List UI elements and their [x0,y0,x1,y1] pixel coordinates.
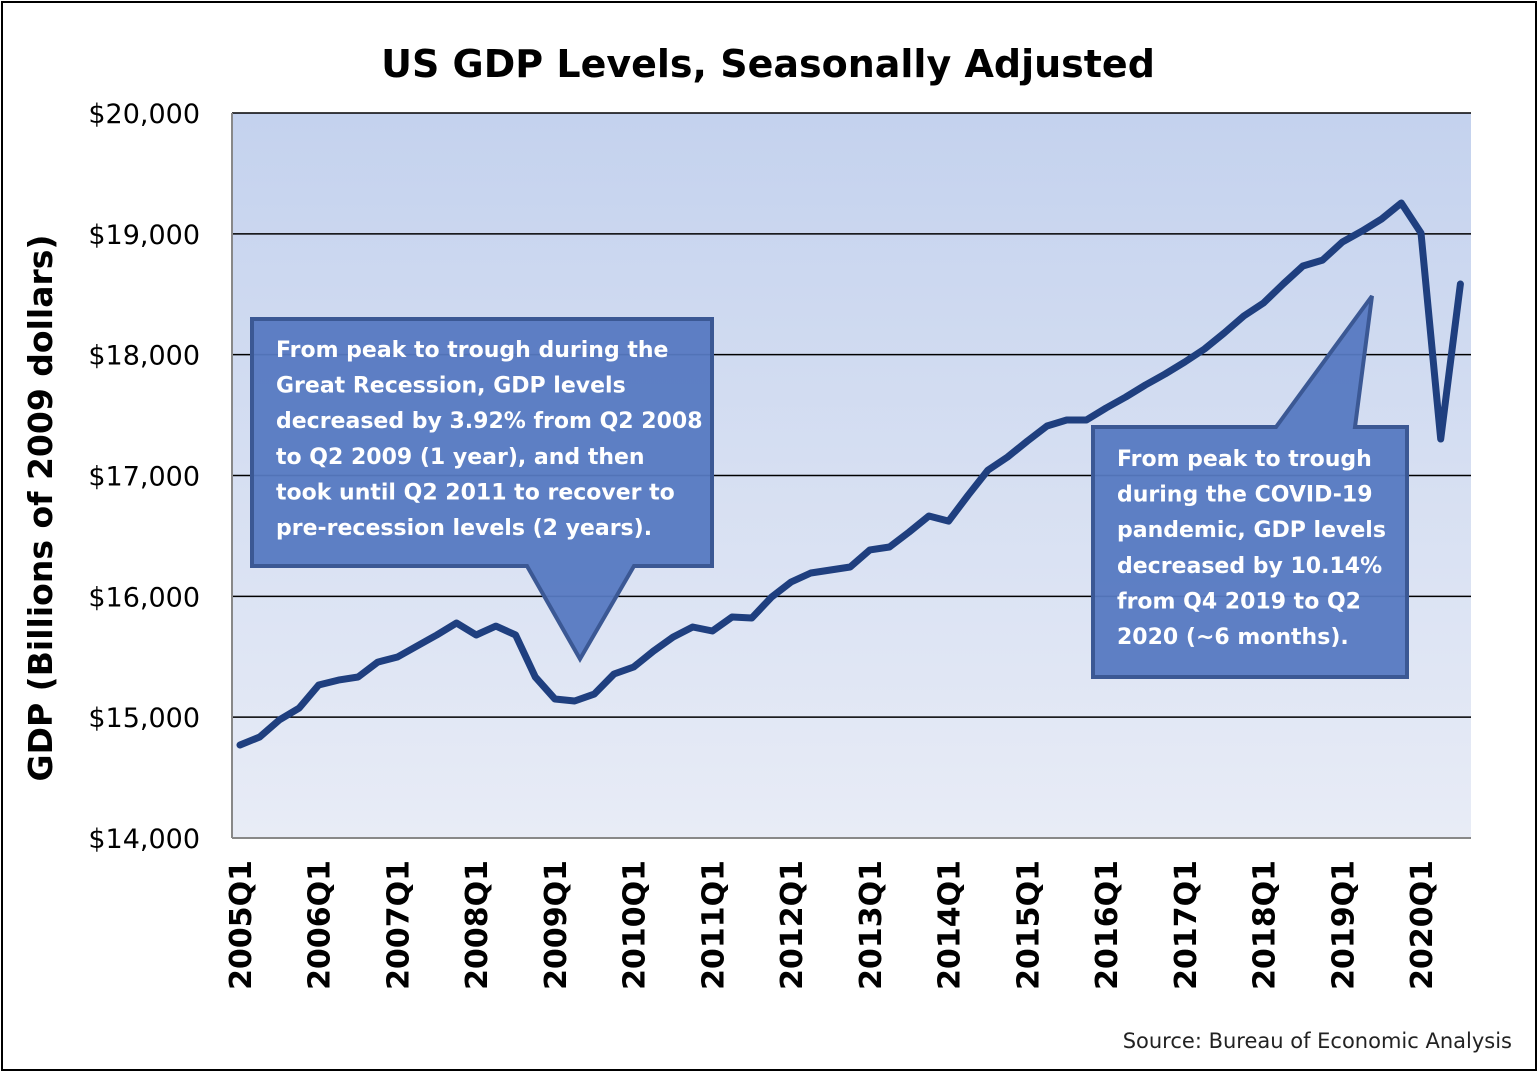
callout-text-line: 2020 (~6 months). [1117,625,1349,650]
callout-text-line: from Q4 2019 to Q2 [1117,589,1361,614]
source-note: Source: Bureau of Economic Analysis [1123,1029,1512,1053]
x-tick-label: 2008Q1 [460,860,495,990]
chart-title: US GDP Levels, Seasonally Adjusted [381,42,1155,86]
y-tick-label: $14,000 [88,824,200,855]
x-tick-label: 2014Q1 [933,860,968,990]
callout-text-line: decreased by 3.92% from Q2 2008 [276,409,703,434]
y-axis-label: GDP (Billions of 2009 dollars) [21,235,60,782]
x-tick-label: 2009Q1 [539,860,574,990]
x-tick-label: 2011Q1 [696,860,731,990]
callout-text-line: From peak to trough during the [276,338,668,363]
x-tick-label: 2017Q1 [1169,860,1204,990]
x-tick-label: 2020Q1 [1405,860,1440,990]
x-tick-label: 2010Q1 [618,860,653,990]
callout-text-line: to Q2 2009 (1 year), and then [276,445,645,470]
callout-shape [250,317,714,664]
callout-text-line: during the COVID-19 [1117,483,1373,508]
callout-text-line: From peak to trough [1117,447,1372,472]
callout-text-line: Great Recession, GDP levels [276,374,626,399]
y-tick-label: $17,000 [88,462,200,493]
y-tick-label: $20,000 [88,99,200,130]
callout-text-line: decreased by 10.14% [1117,554,1382,579]
callout-text-line: pandemic, GDP levels [1117,518,1386,543]
callout-annotation: From peak to trough during the COVID-19 pa… [1091,294,1409,679]
x-tick-label: 2016Q1 [1090,860,1125,990]
x-tick-label: 2005Q1 [224,860,259,990]
x-tick-label: 2006Q1 [303,860,338,990]
y-tick-label: $15,000 [88,703,200,734]
x-tick-label: 2012Q1 [775,860,810,990]
x-tick-label: 2019Q1 [1326,860,1361,990]
x-tick-label: 2015Q1 [1011,860,1046,990]
callout-shape [1091,294,1409,679]
callout-annotation: From peak to trough during the Great Rece… [250,317,714,664]
y-tick-label: $19,000 [88,220,200,251]
x-tick-label: 2013Q1 [854,860,889,990]
y-tick-label: $16,000 [88,582,200,613]
callout-text-line: pre-recession levels (2 years). [276,516,652,541]
x-tick-label: 2007Q1 [381,860,416,990]
callout-text-line: took until Q2 2011 to recover to [276,480,675,505]
y-tick-label: $18,000 [88,341,200,372]
x-tick-label: 2018Q1 [1248,860,1283,990]
